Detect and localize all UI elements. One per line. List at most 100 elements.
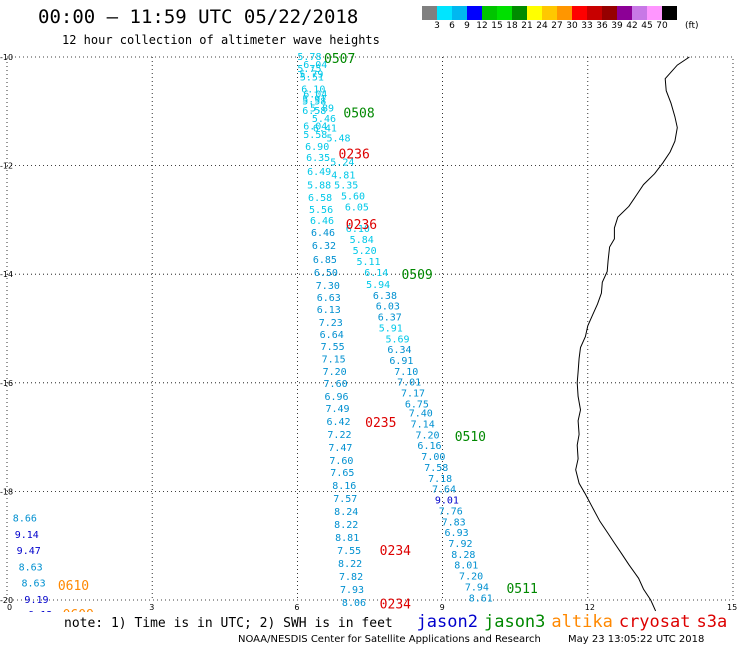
y-tick-label: -18 — [0, 487, 13, 496]
legend-label: 27 — [551, 21, 563, 31]
legend-label: 9 — [464, 21, 470, 31]
wave-height-value: 6.05 — [345, 202, 369, 213]
wave-height-value: 6.04 — [303, 60, 327, 71]
wave-height-value: 6.35 — [306, 153, 330, 164]
wave-height-value: 6.50 — [314, 268, 338, 279]
wave-height-value: 6.58 — [302, 106, 326, 117]
wave-height-value: 6.13 — [317, 305, 341, 316]
wave-height-value: 7.55 — [321, 342, 345, 353]
wave-height-value: 7.47 — [328, 443, 352, 454]
wave-height-value: 8.61 — [469, 593, 493, 604]
wave-height-value: 6.04 — [303, 121, 327, 132]
wave-height-value: 7.20 — [415, 430, 439, 441]
wave-height-value: 5.84 — [350, 235, 374, 246]
wave-height-value: 6.37 — [378, 313, 402, 324]
wave-height-value: 6.91 — [389, 356, 413, 367]
wave-height-value: 7.76 — [439, 506, 463, 517]
wave-height-value: 7.57 — [333, 494, 357, 505]
pass-time-label: 0234 — [380, 544, 411, 559]
satellite-altika-label: altika — [551, 612, 613, 632]
satellite-legend: jason2 jason3 altika cryosat s3a — [401, 612, 728, 632]
legend-label: 33 — [581, 21, 593, 31]
pass-labels: 0507 0508 0236 0236 0509 0235 0510 0234 0234 0511… — [58, 52, 538, 623]
wave-height-value: 5.91 — [302, 94, 326, 105]
wave-height-value: 7.64 — [432, 485, 456, 496]
wave-height-value: 5.60 — [341, 191, 365, 202]
wave-height-value: 7.58 — [424, 463, 448, 474]
wave-height-value: 5.35 — [334, 181, 358, 192]
legend-swatch — [467, 6, 482, 20]
coastline — [575, 56, 690, 612]
wave-height-value: 5.94 — [366, 280, 390, 291]
legend-label: 45 — [641, 21, 653, 31]
satellite-jason3-label: jason3 — [483, 612, 546, 632]
wave-height-value: 5.58 — [303, 130, 327, 141]
wave-height-value: 6.03 — [376, 302, 400, 313]
note-line: note: 1) Time is in UTC; 2) SWH is in fe… — [64, 612, 727, 632]
wave-height-value: 6.34 — [387, 345, 411, 356]
map-title: 00:00 – 11:59 UTC 05/22/2018 — [38, 6, 359, 28]
wave-height-value: 4.81 — [331, 170, 355, 181]
legend-label: 18 — [506, 21, 518, 31]
wave-height-value: 7.10 — [394, 367, 418, 378]
map-subtitle: 12 hour collection of altimeter wave hei… — [62, 33, 380, 47]
wave-height-value: 8.01 — [454, 561, 478, 572]
map-grid — [6, 56, 734, 601]
wave-height-value: 8.22 — [338, 559, 362, 570]
legend-label: 3 — [434, 21, 440, 31]
pass-time-label: 0510 — [455, 430, 486, 445]
wave-height-value: 6.41 — [313, 124, 337, 135]
x-tick-label: 3 — [149, 603, 154, 612]
legend-swatch — [542, 6, 557, 20]
legend-label: 21 — [521, 21, 533, 31]
legend-label: 6 — [449, 21, 455, 31]
wave-height-value: 5.48 — [326, 133, 350, 144]
wave-height-value: 9.12 — [28, 610, 52, 612]
wave-height-value: 6.32 — [312, 241, 336, 252]
wave-height-value: 7.94 — [465, 582, 489, 593]
color-legend: 3 6 9 12 15 18 21 24 27 30 33 36 39 42 45 70 (ft) — [422, 6, 740, 34]
wave-height-value: 6.46 — [310, 216, 334, 227]
wave-height-value: 8.22 — [334, 520, 358, 531]
wave-height-value: 7.40 — [409, 409, 433, 420]
legend-label: 36 — [596, 21, 608, 31]
wave-height-value: 7.93 — [340, 585, 364, 596]
wave-height-value: 8.24 — [334, 507, 358, 518]
legend-swatch — [482, 6, 497, 20]
legend-swatch — [557, 6, 572, 20]
x-tick-label: 9 — [440, 603, 445, 612]
wave-height-value: 7.14 — [411, 420, 435, 431]
wave-height-value: 5.78 — [297, 52, 321, 63]
wave-height-value: 7.30 — [316, 281, 340, 292]
pass-time-label: 0235 — [365, 416, 396, 431]
credit-org: NOAA/NESDIS Center for Satellite Applica… — [238, 634, 541, 645]
pass-time-label: 0610 — [58, 579, 89, 594]
legend-swatch — [602, 6, 617, 20]
x-tick-label: 12 — [585, 603, 595, 612]
legend-swatch — [497, 6, 512, 20]
satellite-s3a-label: s3a — [696, 612, 728, 632]
y-tick-label: -14 — [0, 270, 13, 279]
pass-time-label: 0507 — [324, 52, 355, 67]
pass-time-label: 0509 — [401, 268, 432, 283]
wave-height-value: 9.01 — [435, 496, 459, 507]
legend-swatch — [662, 6, 677, 20]
legend-label: 70 — [656, 21, 668, 31]
wave-height-value: 6.63 — [317, 293, 341, 304]
legend-label: 12 — [476, 21, 488, 31]
wave-height-value: 7.60 — [329, 456, 353, 467]
credit-date: May 23 13:05:22 UTC 2018 — [568, 634, 705, 645]
wave-height-value: 5.91 — [379, 323, 403, 334]
wave-height-value: 6.85 — [313, 255, 337, 266]
legend-swatch — [587, 6, 602, 20]
wave-height-value: 6.04 — [303, 89, 327, 100]
wave-height-value: 5.46 — [312, 114, 336, 125]
wave-height-value: 8.06 — [342, 598, 366, 609]
wave-height-value: 7.60 — [324, 379, 348, 390]
legend-labels: 3 6 9 12 15 18 21 24 27 30 33 36 39 42 45 70 (ft) — [422, 20, 740, 34]
pass-time-label: 0234 — [380, 597, 411, 612]
axis-ticks: 0 3 6 9 12 15 -10 -12 -14 -16 -18 -20 — [0, 53, 737, 612]
wave-height-value: 7.00 — [421, 452, 445, 463]
legend-label: 24 — [536, 21, 548, 31]
wave-height-value: 6.75 — [405, 399, 429, 410]
